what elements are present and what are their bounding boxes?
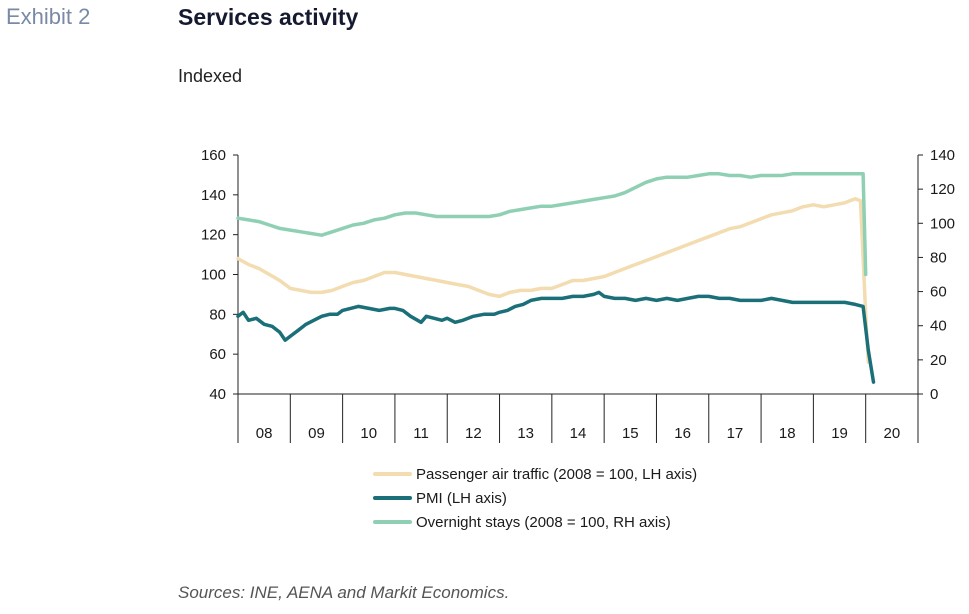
- left-tick-label: 100: [201, 267, 226, 284]
- x-tick-label: 15: [622, 425, 639, 442]
- legend-label: Overnight stays (2008 = 100, RH axis): [416, 514, 671, 531]
- right-tick-label: 60: [930, 284, 947, 301]
- exhibit-label: Exhibit 2: [6, 4, 91, 29]
- right-tick-label: 120: [930, 181, 955, 198]
- x-tick-label: 20: [884, 425, 901, 442]
- series-line-stays: [236, 172, 868, 277]
- chart-series-lines: [236, 172, 876, 384]
- chart-subtitle: Indexed: [178, 66, 243, 86]
- series-line-air: [236, 197, 871, 364]
- series-line-pmi: [236, 290, 876, 384]
- x-tick-label: 11: [413, 425, 429, 442]
- legend-label: PMI (LH axis): [416, 490, 507, 507]
- right-tick-label: 80: [930, 249, 947, 266]
- x-tick-label: 18: [779, 425, 796, 442]
- chart-legend: Passenger air traffic (2008 = 100, LH ax…: [373, 466, 697, 531]
- right-tick-label: 0: [930, 386, 938, 403]
- x-tick-label: 14: [570, 425, 587, 442]
- legend-label: Passenger air traffic (2008 = 100, LH ax…: [416, 466, 697, 483]
- left-tick-label: 140: [201, 187, 226, 204]
- left-tick-label: 160: [201, 147, 226, 164]
- right-tick-label: 100: [930, 215, 955, 232]
- x-tick-label: 16: [674, 425, 691, 442]
- x-tick-label: 17: [727, 425, 744, 442]
- x-tick-label: 12: [465, 425, 482, 442]
- x-tick-label: 09: [308, 425, 325, 442]
- x-tick-label: 10: [360, 425, 377, 442]
- right-tick-label: 40: [930, 318, 947, 335]
- x-tick-label: 19: [831, 425, 848, 442]
- source-note: Sources: INE, AENA and Markit Economics.: [178, 583, 510, 602]
- left-tick-label: 80: [209, 306, 226, 323]
- left-tick-label: 60: [209, 346, 226, 363]
- left-tick-label: 40: [209, 386, 226, 403]
- right-tick-label: 140: [930, 147, 955, 164]
- chart-title: Services activity: [178, 4, 359, 30]
- chart-axes: 40 60 80 100 120 140 160 0 20 40 60 80 100 120 140 08 09…: [201, 147, 955, 443]
- right-tick-label: 20: [930, 352, 947, 369]
- x-tick-label: 13: [517, 425, 534, 442]
- left-tick-label: 120: [201, 227, 226, 244]
- x-tick-label: 08: [256, 425, 273, 442]
